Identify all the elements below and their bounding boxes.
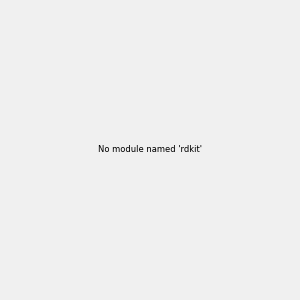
Text: No module named 'rdkit': No module named 'rdkit' [98, 146, 202, 154]
